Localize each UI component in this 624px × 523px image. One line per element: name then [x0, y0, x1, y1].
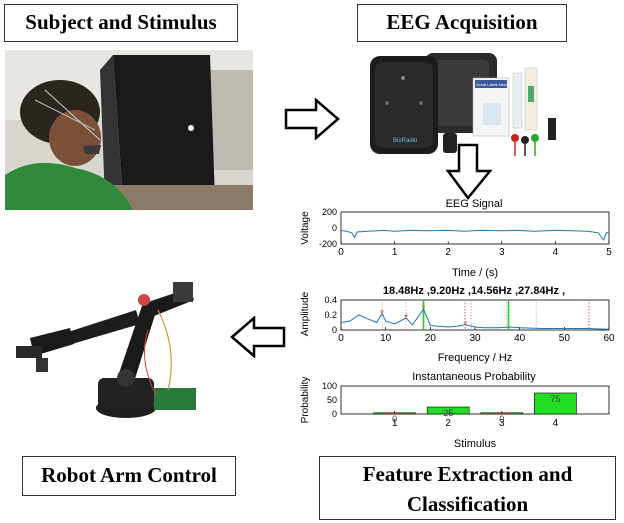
- eeg-device-photo: BioRadio Great Lakes Neurotech: [365, 48, 565, 160]
- probability-xtick-label: 3: [499, 418, 505, 429]
- eeg-xtick-label: 0: [338, 247, 344, 258]
- eeg-xtick-label: 2: [445, 247, 451, 258]
- probability-xlabel: Stimulus: [454, 438, 497, 450]
- spectrum-xtick-label: 10: [380, 333, 392, 344]
- spectrum-ytick-label: 0.2: [324, 310, 337, 320]
- probability-ylabel: Probability: [300, 377, 311, 424]
- eeg-xtick-label: 3: [499, 247, 505, 258]
- spectrum-xtick-label: 30: [469, 333, 481, 344]
- spectrum-ylabel: Amplitude: [300, 291, 311, 336]
- spectrum-xtick-label: 40: [514, 333, 526, 344]
- eeg-signal-line: [340, 229, 610, 242]
- probability-ytick-label: 100: [322, 381, 337, 391]
- eeg-acquisition-title: EEG Acquisition: [357, 4, 567, 42]
- eeg-xtick-label: 1: [392, 247, 398, 258]
- spectrum-xtick-label: 0: [338, 333, 344, 344]
- feature-extraction-title: Feature Extraction and Classification: [319, 456, 616, 520]
- spectrum-peaks-title: 18.48Hz ,9.20Hz ,14.56Hz ,27.84Hz ,: [383, 285, 565, 297]
- probability-bar-label: 0: [499, 414, 504, 424]
- feature-title-line1: Feature Extraction and: [362, 462, 573, 486]
- left-arrow-icon: [230, 316, 286, 358]
- probability-title: Instantaneous Probability: [412, 371, 536, 383]
- spectrum-line: [340, 307, 610, 330]
- robot-arm-photo: [8, 270, 213, 428]
- eeg-xtick-label: 5: [606, 247, 612, 258]
- eeg-xtick-label: 4: [553, 247, 559, 258]
- eeg-device-illustration: BioRadio Great Lakes Neurotech: [365, 48, 565, 160]
- probability-bar: [480, 412, 524, 415]
- spectrum-xlabel: Frequency / Hz: [438, 352, 513, 364]
- robot-arm-control-title: Robot Arm Control: [22, 456, 236, 496]
- spectrum-xtick-label: 60: [603, 333, 615, 344]
- spectrum-ytick-label: 0: [332, 325, 337, 335]
- subject-photo: [5, 50, 253, 210]
- eeg-ytick-label: 0: [332, 223, 337, 233]
- spectrum-ytick-label: 0.4: [324, 295, 337, 305]
- probability-bar: [373, 412, 416, 415]
- device-packet-label: Great Lakes Neurotech: [476, 82, 517, 87]
- probability-bar-label: 0: [392, 414, 397, 424]
- probability-bar: [426, 406, 470, 415]
- probability-ytick-label: 50: [327, 395, 337, 405]
- eeg-xlabel: Time / (s): [452, 267, 498, 279]
- right-arrow-icon: [284, 98, 340, 140]
- eeg-plot-area: [340, 211, 610, 245]
- spectrum-xtick-label: 20: [425, 333, 437, 344]
- spectrum-plot-area: [340, 299, 610, 331]
- probability-xtick-label: 1: [392, 418, 398, 429]
- probability-bar-label: 75: [550, 394, 560, 404]
- eeg-ylabel: Voltage: [300, 211, 311, 245]
- probability-bar: [534, 392, 577, 415]
- down-arrow-icon: [445, 143, 493, 201]
- spectrum-chart: 18.48Hz ,9.20Hz ,14.56Hz ,27.84Hz , 0 10 2…: [300, 285, 615, 364]
- eeg-ytick-label: -200: [319, 239, 337, 249]
- eeg-chart-title: EEG Signal: [446, 198, 503, 210]
- feature-title-line2: Classification: [406, 492, 529, 516]
- subject-photo-illustration: [5, 50, 253, 210]
- probability-ytick-label: 0: [332, 409, 337, 419]
- probability-xtick-label: 4: [553, 418, 559, 429]
- eeg-ytick-label: 200: [322, 207, 337, 217]
- probability-xtick-label: 2: [445, 418, 451, 429]
- robot-arm-illustration: [8, 270, 213, 428]
- device-brand-text: BioRadio: [393, 138, 418, 144]
- subject-stimulus-title: Subject and Stimulus: [4, 4, 238, 42]
- spectrum-xtick-label: 50: [559, 333, 571, 344]
- probability-bar-label: 25: [443, 408, 453, 418]
